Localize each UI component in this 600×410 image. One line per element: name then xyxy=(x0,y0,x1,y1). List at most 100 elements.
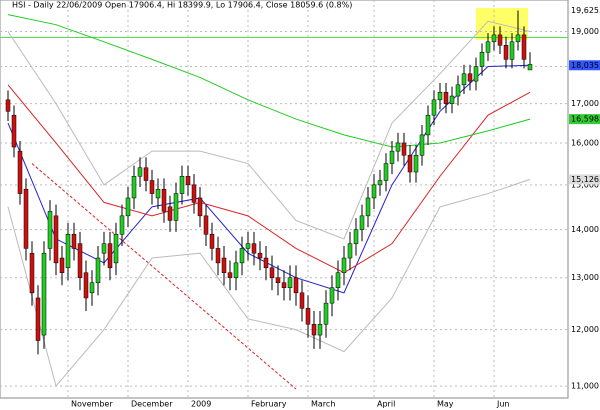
candle-body xyxy=(401,142,407,156)
x-tick-label: 2009 xyxy=(191,400,211,409)
candle-body xyxy=(359,215,365,230)
candle-body xyxy=(455,84,461,97)
candle-body xyxy=(383,163,389,181)
candle-body xyxy=(137,167,143,177)
candle-body xyxy=(233,262,239,278)
candle-body xyxy=(155,188,161,199)
y-tick-label: 12,000 xyxy=(571,325,599,334)
plot-frame xyxy=(0,0,569,399)
candle-body xyxy=(59,257,65,273)
candle-body xyxy=(125,197,131,217)
candle-body xyxy=(437,92,443,101)
price-label: 15,126.8 xyxy=(571,175,600,184)
candle-body xyxy=(269,267,275,278)
price-label-bg xyxy=(569,5,600,16)
candle-body xyxy=(239,248,245,264)
candle-body xyxy=(41,252,47,336)
y-tick-label: 13,000 xyxy=(571,273,599,282)
price-label: 16,598.7 xyxy=(571,115,600,124)
y-tick-label: 15,000 xyxy=(571,180,599,189)
candle-body xyxy=(389,150,395,164)
x-tick-label: February xyxy=(251,400,287,409)
candle-body xyxy=(119,215,125,235)
candle-body xyxy=(281,282,287,288)
candle-body xyxy=(377,180,383,186)
candle-body xyxy=(221,257,227,273)
y-tick-label: 11,000 xyxy=(571,382,599,391)
overlay-line xyxy=(7,178,531,388)
candle-body xyxy=(47,211,53,249)
candle-body xyxy=(203,215,209,235)
candle-body xyxy=(101,243,107,254)
candle-body xyxy=(323,302,329,325)
x-tick-label: Jun xyxy=(496,400,510,409)
candle-body xyxy=(71,234,77,249)
candle-body xyxy=(365,197,371,217)
candle-body xyxy=(425,114,431,136)
candle-body xyxy=(143,167,149,181)
candle-body xyxy=(275,277,281,283)
candle-body xyxy=(479,52,485,67)
candle-body xyxy=(245,243,251,249)
candle-body xyxy=(311,323,317,336)
price-label-bg xyxy=(569,60,600,71)
x-tick-label: November xyxy=(71,400,113,409)
candle-body xyxy=(509,41,515,60)
price-label-bg xyxy=(569,114,600,125)
candle-body xyxy=(35,297,41,341)
candle-body xyxy=(347,243,353,259)
candle-body xyxy=(179,176,185,194)
candle-body xyxy=(353,229,359,244)
candle-body xyxy=(317,323,323,336)
candle-body xyxy=(305,308,311,325)
price-label: 18,035.6 xyxy=(571,61,600,70)
candle-body xyxy=(467,73,473,82)
x-tick-label: April xyxy=(377,400,395,409)
price-label-bg xyxy=(569,174,600,185)
candle-body xyxy=(257,252,263,259)
x-tick-label: March xyxy=(311,400,335,409)
candle-body xyxy=(95,257,101,283)
candle-body xyxy=(209,234,215,249)
candle-body xyxy=(197,197,203,217)
candle-body xyxy=(449,95,455,104)
candle-body xyxy=(527,64,533,71)
x-tick-label: May xyxy=(437,400,454,409)
candle-body xyxy=(443,92,449,104)
candle-body xyxy=(251,243,257,254)
x-tick-label: December xyxy=(131,400,173,409)
candle-body xyxy=(407,155,413,173)
candle-body xyxy=(473,66,479,82)
candle-body xyxy=(515,34,521,43)
candle-body xyxy=(17,150,23,194)
candle-body xyxy=(293,277,299,294)
candle-body xyxy=(83,272,89,299)
candle-body xyxy=(11,114,17,148)
candle-body xyxy=(431,99,437,116)
candle-body xyxy=(53,215,59,264)
candle-body xyxy=(29,252,35,294)
candle-body xyxy=(287,277,293,288)
y-tick-label: 14,000 xyxy=(571,225,599,234)
candle-body xyxy=(491,34,497,43)
y-tick-label: 16,000 xyxy=(571,138,599,147)
candle-body xyxy=(299,292,305,309)
overlay-line xyxy=(7,14,531,148)
candle-body xyxy=(191,184,197,203)
candle-body xyxy=(131,176,137,199)
candle-body xyxy=(413,155,419,173)
candle-body xyxy=(65,234,71,269)
candle-body xyxy=(215,248,221,264)
candle-body xyxy=(173,193,179,221)
price-label: 19,625.1 xyxy=(571,6,600,15)
candle-body xyxy=(485,41,491,53)
candle-body xyxy=(227,272,233,278)
candle-body xyxy=(167,206,173,221)
candle-body xyxy=(113,234,119,264)
candle-body xyxy=(335,272,341,288)
candle-body xyxy=(461,73,467,86)
overlay-line xyxy=(7,84,531,274)
candle-body xyxy=(419,134,425,156)
candle-body xyxy=(89,282,95,294)
